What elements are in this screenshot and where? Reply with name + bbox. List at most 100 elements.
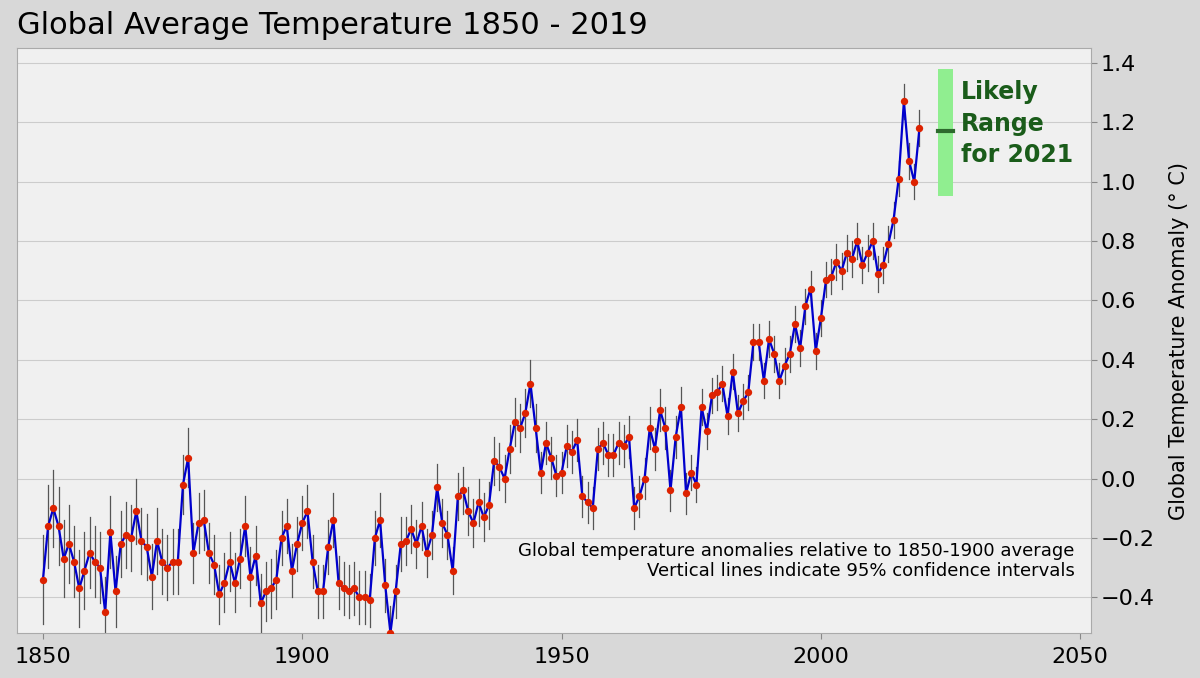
Point	[152, 557, 172, 567]
Point	[360, 595, 379, 605]
Point	[610, 437, 629, 448]
Point	[402, 523, 421, 534]
Point	[324, 515, 343, 525]
Point	[775, 360, 794, 371]
Point	[791, 342, 810, 353]
Point	[655, 422, 674, 433]
Point	[578, 497, 598, 508]
Point	[235, 521, 254, 532]
Point	[257, 586, 276, 597]
Point	[718, 411, 737, 422]
Point	[184, 547, 203, 558]
Point	[563, 446, 582, 457]
Point	[661, 485, 680, 496]
Point	[433, 518, 452, 529]
Point	[293, 518, 312, 529]
Point	[304, 557, 323, 567]
Point	[365, 532, 384, 543]
Point	[532, 467, 551, 478]
Point	[536, 437, 556, 448]
Point	[884, 215, 904, 226]
Point	[842, 254, 862, 264]
Point	[116, 530, 136, 540]
Point	[510, 422, 529, 433]
Point	[188, 518, 208, 529]
Point	[728, 408, 748, 419]
Point	[869, 268, 888, 279]
Point	[847, 235, 866, 246]
Point	[541, 452, 560, 463]
Point	[770, 375, 790, 386]
Point	[49, 521, 68, 532]
Point	[650, 405, 670, 416]
Point	[349, 592, 368, 603]
Point	[682, 467, 701, 478]
Point	[547, 470, 566, 481]
Point	[65, 557, 84, 567]
Point	[132, 536, 151, 546]
Point	[85, 557, 104, 567]
Point	[692, 402, 712, 413]
Point	[70, 583, 89, 594]
Point	[516, 408, 535, 419]
Point	[355, 592, 374, 603]
Point	[454, 485, 473, 496]
Point	[427, 482, 446, 493]
Point	[106, 586, 125, 597]
Point	[635, 473, 654, 484]
Point	[874, 260, 893, 271]
Point	[246, 551, 265, 561]
Point	[588, 443, 607, 454]
Point	[858, 247, 877, 258]
Point	[443, 565, 462, 576]
Text: Global temperature anomalies relative to 1850-1900 average
Vertical lines indica: Global temperature anomalies relative to…	[518, 542, 1074, 580]
Point	[832, 265, 851, 276]
Point	[646, 443, 665, 454]
Point	[552, 467, 571, 478]
Point	[396, 536, 415, 546]
Point	[464, 518, 484, 529]
Point	[282, 565, 301, 576]
Point	[526, 422, 545, 433]
Point	[822, 271, 841, 282]
Point	[702, 390, 721, 401]
Point	[80, 547, 100, 558]
Point	[760, 334, 779, 344]
Point	[163, 557, 182, 567]
Point	[749, 336, 768, 347]
Point	[755, 375, 774, 386]
Point	[490, 461, 509, 472]
Point	[329, 577, 348, 588]
Point	[697, 426, 716, 437]
Point	[90, 562, 109, 573]
Point	[780, 348, 799, 359]
Point	[624, 503, 643, 514]
Point	[173, 479, 192, 490]
Point	[827, 256, 846, 267]
Point	[474, 512, 493, 523]
Point	[686, 479, 706, 490]
Point	[376, 580, 395, 591]
Point	[215, 577, 234, 588]
Point	[43, 503, 62, 514]
Point	[38, 521, 58, 532]
Point	[344, 583, 364, 594]
Point	[500, 443, 520, 454]
Point	[298, 506, 317, 517]
Point	[800, 283, 820, 294]
Point	[34, 574, 53, 585]
Point	[288, 538, 307, 549]
Point	[262, 583, 281, 594]
Text: Global Average Temperature 1850 - 2019: Global Average Temperature 1850 - 2019	[17, 11, 648, 40]
Point	[910, 123, 929, 134]
Point	[572, 491, 592, 502]
Point	[251, 598, 270, 609]
Point	[272, 532, 292, 543]
Point	[505, 417, 524, 428]
Point	[386, 586, 406, 597]
Point	[666, 432, 685, 443]
Point	[708, 387, 727, 398]
Point	[121, 532, 140, 543]
Point	[630, 491, 649, 502]
Point	[583, 503, 602, 514]
